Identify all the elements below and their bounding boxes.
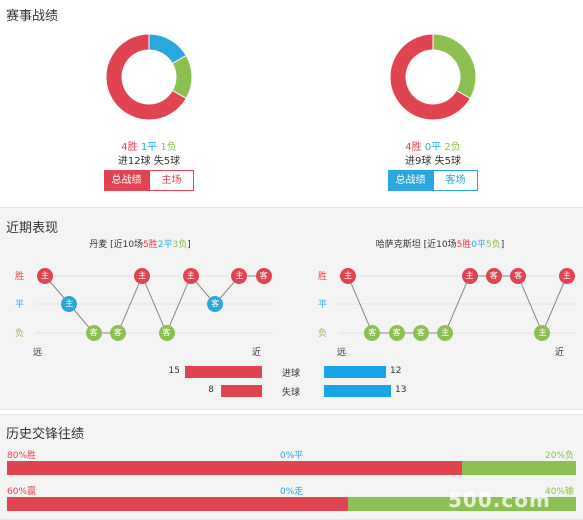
history-draw-pct: 0%平 (280, 451, 304, 461)
left-home-button[interactable]: 主场 (149, 170, 194, 191)
left-match-node: 主 (182, 268, 199, 284)
history-handicap-win-bar (7, 497, 348, 511)
recent-section-title: 近期表现 (6, 221, 59, 236)
history-handicap-lose-bar (348, 497, 576, 511)
right-goals-for-bar (324, 366, 386, 378)
left-wins-text: 4胜 (121, 142, 138, 153)
left-form-line (44, 274, 264, 335)
left-recent-header: 丹麦 [近10场5胜2平3负] (40, 237, 240, 250)
left-draws-text: 1平 (140, 142, 158, 153)
right-summary-prefix: [近10场 (423, 240, 457, 250)
right-recent-header: 哈萨克斯坦 [近10场5胜0平5负] (340, 237, 540, 250)
right-goals-against-value: 13 (395, 385, 407, 395)
right-axis-draw: 平 (318, 300, 328, 310)
right-match-node: 客 (485, 268, 502, 284)
left-summary-suffix: ] (187, 240, 191, 250)
right-near-label: 近 (555, 348, 565, 358)
right-record-summary: 4胜 0平 2负 (383, 138, 483, 153)
right-match-node: 客 (388, 325, 405, 341)
left-goals-for-bar (185, 366, 262, 378)
right-match-node: 客 (412, 325, 429, 341)
right-wins-text: 4胜 (405, 142, 422, 153)
right-summary-suffix: ] (500, 240, 505, 250)
left-donut-win-slice (105, 33, 187, 121)
watermark: 500.com (448, 488, 551, 512)
right-donut-win-slice (389, 33, 471, 121)
history-win-bar (7, 461, 462, 475)
recent-section (0, 207, 583, 410)
right-draws-text: 0平 (424, 142, 442, 153)
left-goals-for-value: 15 (168, 366, 180, 376)
left-near-label: 近 (252, 348, 262, 358)
left-match-node: 客 (207, 296, 224, 312)
left-match-node: 客 (255, 268, 272, 284)
history-loss-pct: 20%负 (545, 451, 575, 461)
history-section-title: 历史交锋往绩 (6, 427, 85, 442)
right-match-node: 主 (558, 268, 575, 284)
left-match-node: 主 (37, 268, 53, 284)
left-match-node: 客 (85, 325, 102, 341)
left-match-node: 主 (134, 268, 151, 284)
left-team-name: 丹麦 (89, 240, 108, 250)
right-axis-loss: 负 (318, 329, 328, 339)
left-match-node: 客 (158, 325, 175, 341)
left-record-summary: 4胜 1平 1负 (99, 138, 199, 153)
left-far-label: 远 (33, 348, 43, 358)
right-recent-wins: 5胜 (456, 240, 472, 250)
left-match-node: 客 (109, 325, 126, 341)
history-handicap-win-pct: 60%赢 (7, 487, 37, 497)
right-overall-button[interactable]: 总战绩 (388, 170, 433, 191)
right-axis-win: 胜 (318, 272, 328, 282)
right-team-name: 哈萨克斯坦 (375, 240, 421, 250)
history-handicap-lose-pct: 40%输 (545, 487, 575, 497)
right-away-button[interactable]: 客场 (433, 170, 478, 191)
history-handicap-push-pct: 0%走 (280, 487, 304, 497)
right-match-node: 客 (364, 325, 381, 341)
left-summary-prefix: [近10场 (110, 240, 144, 250)
history-loss-bar (462, 461, 576, 475)
goals-against-label: 失球 (282, 388, 301, 398)
history-win-pct: 80%胜 (7, 451, 37, 461)
right-recent-draws: 0平 (471, 240, 487, 250)
left-match-node: 主 (231, 268, 248, 284)
right-goals-text: 进9球 失5球 (405, 156, 461, 167)
left-goals-against-value: 8 (208, 385, 214, 395)
goals-for-label: 进球 (282, 369, 301, 379)
left-recent-wins: 5胜 (143, 240, 158, 250)
right-match-node: 主 (534, 325, 551, 341)
right-match-node: 主 (340, 268, 356, 284)
right-match-node: 客 (510, 268, 527, 284)
left-axis-loss: 负 (15, 329, 25, 339)
right-match-node: 主 (461, 268, 478, 284)
record-section-title: 赛事战绩 (6, 9, 59, 24)
left-axis-win: 胜 (15, 272, 25, 282)
right-record-donut (389, 33, 477, 121)
left-goals-against-bar (221, 385, 262, 397)
left-recent-losses: 3负 (172, 240, 188, 250)
right-match-node: 主 (437, 325, 454, 341)
right-goals-for-value: 12 (390, 366, 402, 376)
right-donut-loss-slice (432, 33, 477, 100)
left-overall-button[interactable]: 总战绩 (104, 170, 149, 191)
left-record-donut (105, 33, 193, 121)
left-match-node: 主 (61, 296, 78, 312)
right-losses-text: 2负 (444, 142, 461, 153)
right-far-label: 远 (337, 348, 347, 358)
left-axis-draw: 平 (15, 300, 25, 310)
right-form-line (347, 275, 568, 335)
right-goals-against-bar (324, 385, 391, 397)
left-losses-text: 1负 (160, 142, 177, 153)
left-recent-draws: 2平 (157, 240, 173, 250)
left-goals-text: 进12球 失5球 (117, 156, 181, 167)
right-recent-losses: 5负 (486, 240, 501, 250)
